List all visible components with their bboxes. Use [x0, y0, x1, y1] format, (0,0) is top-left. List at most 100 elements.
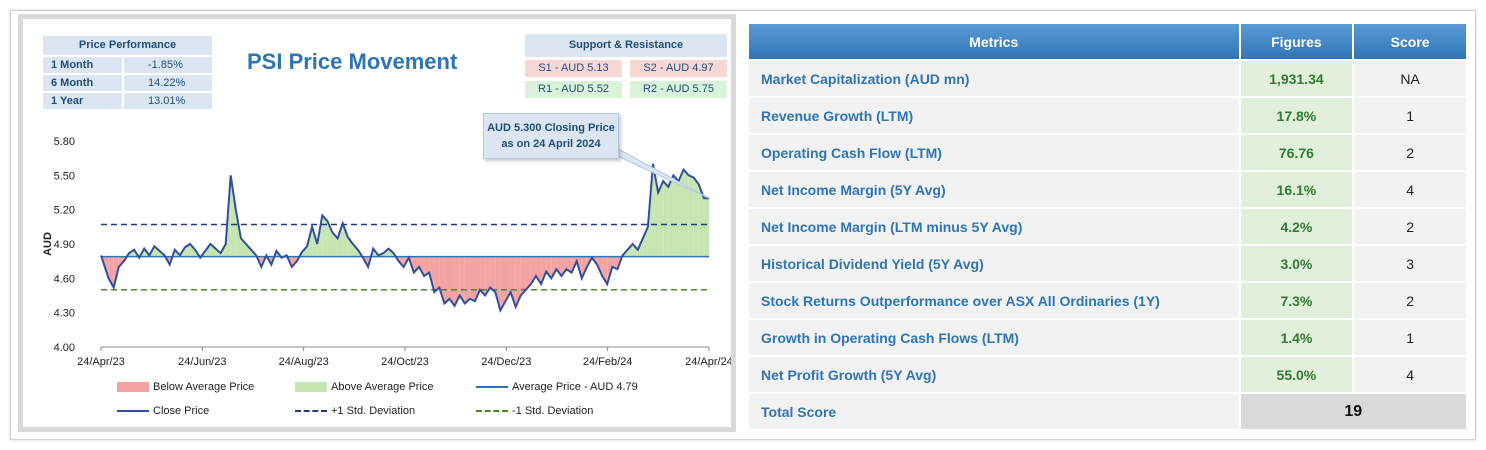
metric-score: 1 [1352, 96, 1468, 135]
metric-label: Stock Returns Outperformance over ASX Al… [747, 281, 1241, 320]
legend-swatch [295, 410, 327, 413]
metric-figure: 1,931.34 [1238, 59, 1355, 98]
above-average-area [134, 249, 139, 257]
x-tick-label: 24/Dec/23 [481, 356, 531, 368]
below-average-area [581, 256, 587, 279]
metrics-header-row: Metrics Figures Score [747, 22, 1468, 61]
close-price-line [100, 163, 709, 314]
legend-item-minus-std: -1 Std. Deviation [476, 405, 593, 417]
above-average-area [274, 250, 277, 257]
legend-item-below: Below Average Price [117, 381, 254, 393]
metric-figure: 1.4% [1238, 318, 1355, 357]
below-average-area [556, 256, 562, 277]
below-average-area [413, 256, 419, 273]
below-average-area [566, 256, 572, 273]
above-average-area [352, 244, 358, 257]
metric-label: Net Income Margin (5Y Avg) [747, 170, 1241, 209]
table-row: Revenue Growth (LTM) 17.8% 1 [747, 96, 1468, 135]
total-score-value: 19 [1238, 392, 1469, 431]
above-average-area [322, 215, 328, 257]
above-average-area [201, 250, 206, 257]
price-performance-header: Price Performance [43, 36, 212, 55]
table-row: Market Capitalization (AUD mn) 1,931.34 NA [747, 59, 1468, 98]
table-row: Net Income Margin (5Y Avg) 16.1% 4 [747, 170, 1468, 209]
metric-score: NA [1352, 59, 1468, 98]
x-tick-label: 24/Apr/23 [77, 356, 125, 368]
below-average-area [418, 256, 425, 277]
below-average-area [439, 256, 445, 304]
chart-panel: 5.80 5.50 5.20 4.90 4.60 4.30 4.00 AUD 24/Apr/23… [18, 14, 736, 432]
resistance-2: R2 - AUD 5.75 [630, 81, 727, 98]
below-average-area [515, 256, 521, 307]
metric-figure: 17.8% [1238, 96, 1355, 135]
legend-label: Below Average Price [153, 381, 255, 393]
metric-label: Market Capitalization (AUD mn) [747, 59, 1241, 98]
above-average-area [678, 169, 684, 257]
metric-score: 2 [1352, 207, 1468, 246]
above-average-area [154, 246, 160, 257]
legend-label: Average Price - AUD 4.79 [512, 381, 638, 393]
below-average-area [551, 256, 557, 279]
legend-label: Above Average Price [331, 381, 434, 393]
above-average-area [210, 244, 216, 257]
metric-figure: 55.0% [1238, 355, 1355, 394]
legend-swatch [117, 382, 149, 393]
below-average-area [454, 256, 460, 306]
table-row: Growth in Operating Cash Flows (LTM) 1.4%… [747, 318, 1468, 357]
legend-label: -1 Std. Deviation [512, 405, 594, 417]
x-tick-label: 24/Feb/24 [583, 356, 633, 368]
below-average-area [434, 256, 440, 293]
below-average-area [449, 256, 455, 306]
above-average-area [139, 248, 145, 257]
metric-score: 2 [1352, 281, 1468, 320]
legend-label: +1 Std. Deviation [331, 405, 416, 417]
below-average-area [612, 256, 618, 270]
legend-swatch [476, 386, 508, 389]
table-row: Historical Dividend Yield (5Y Avg) 3.0% 3 [747, 244, 1468, 283]
y-tick-label: 5.50 [54, 170, 75, 182]
below-average-area [525, 256, 531, 290]
above-average-area [337, 223, 343, 257]
below-average-area [444, 256, 450, 304]
table-row: Net Income Margin (LTM minus 5Y Avg) 4.2%… [747, 207, 1468, 246]
above-average-area [347, 237, 353, 257]
y-tick-label: 4.90 [54, 239, 75, 251]
metric-score: 2 [1352, 133, 1468, 172]
above-average-area [246, 244, 252, 257]
performance-row: 6 Month 14.22% [43, 75, 212, 91]
below-average-area [495, 256, 501, 311]
above-average-area [663, 181, 669, 257]
support-1: S1 - AUD 5.13 [525, 60, 622, 77]
metric-score: 4 [1352, 170, 1468, 209]
above-average-area [703, 198, 709, 257]
price-chart: 5.80 5.50 5.20 4.90 4.60 4.30 4.00 AUD 24/Apr/23… [42, 136, 731, 368]
table-row: Stock Returns Outperformance over ASX Al… [747, 281, 1468, 320]
y-tick-label: 4.30 [54, 308, 75, 320]
below-average-area [480, 256, 486, 296]
table-row: Operating Cash Flow (LTM) 76.76 2 [747, 133, 1468, 172]
performance-value: -1.85% [124, 57, 212, 73]
legend-item-plus-std: +1 Std. Deviation [295, 405, 415, 417]
metric-figure: 4.2% [1238, 207, 1355, 246]
y-tick-label: 5.20 [54, 205, 75, 217]
below-average-area [541, 256, 547, 285]
legend-item-above: Above Average Price [295, 381, 434, 393]
metric-label: Historical Dividend Yield (5Y Avg) [747, 244, 1241, 283]
below-average-area [490, 256, 496, 293]
above-average-area [658, 181, 664, 257]
performance-label: 6 Month [43, 75, 122, 91]
below-average-area [459, 256, 465, 304]
below-average-area [469, 256, 475, 302]
metric-figure: 3.0% [1238, 244, 1355, 283]
metrics-header: Metrics [747, 22, 1241, 61]
above-average-area [332, 232, 338, 257]
metric-label: Operating Cash Flow (LTM) [747, 133, 1241, 172]
y-tick-label: 4.60 [54, 273, 75, 285]
above-average-area [642, 226, 648, 257]
legend-swatch [476, 410, 508, 413]
performance-value: 13.01% [124, 93, 212, 109]
above-average-area [688, 175, 694, 257]
above-average-area [230, 175, 236, 257]
legend-label: Close Price [153, 405, 210, 417]
legend-swatch [117, 410, 149, 413]
